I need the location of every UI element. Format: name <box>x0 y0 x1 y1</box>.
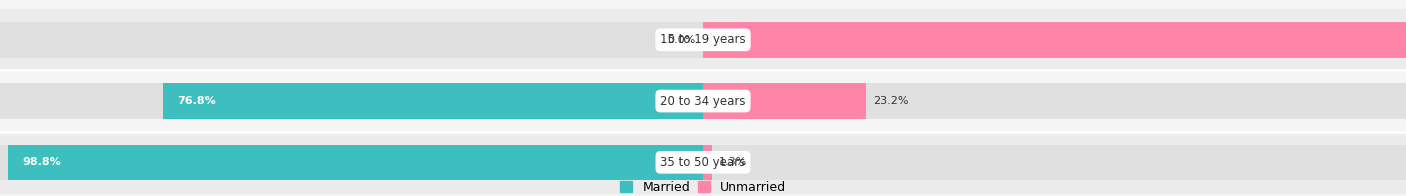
Bar <box>703 22 1406 58</box>
Text: 1.3%: 1.3% <box>720 157 748 167</box>
Bar <box>163 83 703 119</box>
Bar <box>0 145 703 180</box>
Text: 35 to 50 years: 35 to 50 years <box>661 156 745 169</box>
Bar <box>0 22 703 58</box>
Text: 23.2%: 23.2% <box>873 96 908 106</box>
Bar <box>8 145 703 180</box>
Bar <box>703 22 1406 58</box>
Text: 76.8%: 76.8% <box>177 96 217 106</box>
Text: 15 to 19 years: 15 to 19 years <box>661 33 745 46</box>
Bar <box>703 83 866 119</box>
Bar <box>703 83 1406 119</box>
Text: 20 to 34 years: 20 to 34 years <box>661 94 745 108</box>
Bar <box>0 83 703 119</box>
Bar <box>703 145 713 180</box>
Text: 0.0%: 0.0% <box>668 35 696 45</box>
Text: 98.8%: 98.8% <box>22 157 62 167</box>
Legend: Married, Unmarried: Married, Unmarried <box>620 181 786 194</box>
Bar <box>703 145 1406 180</box>
